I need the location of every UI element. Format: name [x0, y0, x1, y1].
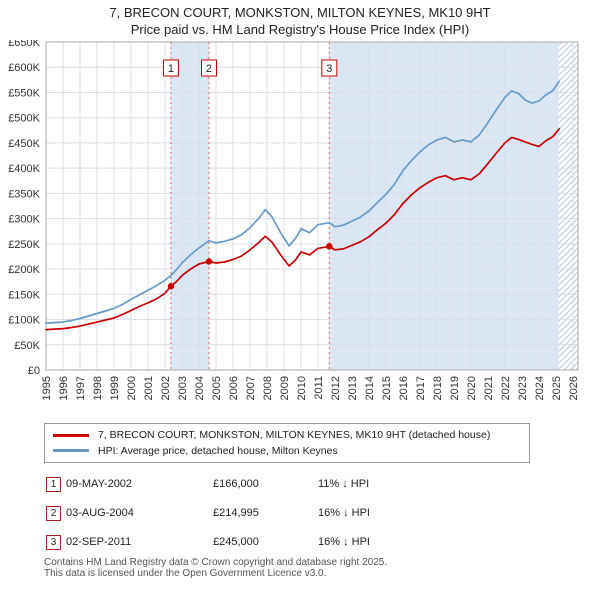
svg-text:£550K: £550K — [8, 87, 40, 99]
legend-item-hpi-label: HPI: Average price, detached house, Milt… — [98, 444, 338, 457]
svg-text:£100K: £100K — [8, 315, 40, 327]
sales-table: 1 09-MAY-2002 £166,000 11% ↓ HPI 2 03-AU… — [44, 477, 564, 553]
svg-text:2004: 2004 — [194, 376, 206, 400]
svg-text:2023: 2023 — [517, 376, 529, 400]
sale-row-2: 2 03-AUG-2004 £214,995 16% ↓ HPI — [44, 506, 564, 522]
svg-text:1998: 1998 — [92, 376, 104, 400]
svg-text:2002: 2002 — [160, 376, 172, 400]
svg-text:1999: 1999 — [109, 376, 121, 400]
svg-text:2015: 2015 — [381, 376, 393, 400]
sale-row-1: 1 09-MAY-2002 £166,000 11% ↓ HPI — [44, 477, 564, 493]
sale-markers — [167, 243, 333, 290]
svg-text:£450K: £450K — [8, 138, 40, 150]
sale-hpi-diff: 11% ↓ HPI — [318, 478, 370, 490]
ownership-bands — [170, 42, 559, 370]
future-hatch-region — [558, 42, 578, 370]
x-axis-labels: 1995 1996 1997 1998 1999 2000 2001 2002 2003 2004… — [41, 376, 580, 400]
svg-text:£400K: £400K — [8, 163, 40, 175]
chart-legend: 7, BRECON COURT, MONKSTON, MILTON KEYNES… — [44, 423, 530, 463]
svg-text:2013: 2013 — [347, 376, 359, 400]
svg-text:2017: 2017 — [415, 376, 427, 400]
svg-text:£500K: £500K — [8, 113, 40, 125]
svg-text:£50K: £50K — [14, 340, 40, 352]
svg-text:1: 1 — [168, 63, 174, 75]
svg-text:2010: 2010 — [296, 376, 308, 400]
sale-hpi-diff: 16% ↓ HPI — [318, 536, 370, 548]
sale-date: 09-MAY-2002 — [66, 478, 133, 490]
plot-border — [45, 41, 579, 371]
page-title: 7, BRECON COURT, MONKSTON, MILTON KEYNES… — [109, 5, 491, 20]
svg-text:2009: 2009 — [279, 376, 291, 400]
svg-text:1995: 1995 — [41, 376, 53, 400]
sale-number-badge: 2 — [46, 506, 61, 521]
svg-text:2024: 2024 — [534, 376, 546, 400]
svg-text:1996: 1996 — [58, 376, 70, 400]
legend-item-property: 7, BRECON COURT, MONKSTON, MILTON KEYNES… — [53, 429, 521, 441]
footer-licence-line2: This data is licensed under the Open Gov… — [44, 568, 327, 579]
svg-text:2: 2 — [206, 63, 212, 75]
svg-text:2005: 2005 — [211, 376, 223, 400]
svg-text:2000: 2000 — [126, 376, 138, 400]
sale-number-flags: 1 2 3 — [162, 59, 338, 77]
svg-text:2014: 2014 — [364, 376, 376, 400]
svg-text:2012: 2012 — [330, 376, 342, 400]
svg-text:£350K: £350K — [8, 188, 40, 200]
svg-text:2008: 2008 — [262, 376, 274, 400]
hpi-line-swatch — [53, 449, 89, 453]
svg-text:£650K: £650K — [8, 40, 40, 49]
property-line-swatch — [53, 433, 89, 437]
svg-text:£0: £0 — [28, 365, 40, 377]
sale-hpi-diff: 16% ↓ HPI — [318, 507, 370, 519]
legend-item-property-label: 7, BRECON COURT, MONKSTON, MILTON KEYNES… — [98, 429, 491, 442]
sale-date: 02-SEP-2011 — [66, 536, 132, 548]
page-subtitle: Price paid vs. HM Land Registry's House … — [130, 22, 470, 37]
sale-date: 03-AUG-2004 — [66, 507, 134, 519]
svg-text:2007: 2007 — [245, 376, 257, 400]
sale-price: £214,995 — [213, 507, 259, 519]
svg-text:2018: 2018 — [432, 376, 444, 400]
footer-copyright-line1: Contains HM Land Registry data © Crown c… — [44, 557, 388, 568]
legend-item-hpi: HPI: Average price, detached house, Milt… — [53, 445, 521, 457]
svg-text:£200K: £200K — [8, 264, 40, 276]
svg-text:£150K: £150K — [8, 289, 40, 301]
price-chart: 1 2 3£0£50K£100K£150K£200K£250K£300K£350K£… — [8, 40, 580, 400]
sale-price: £166,000 — [213, 478, 259, 490]
sale-number-badge: 3 — [46, 535, 61, 550]
svg-text:2026: 2026 — [568, 376, 580, 400]
grid — [45, 41, 578, 371]
svg-text:3: 3 — [326, 63, 332, 75]
svg-text:2021: 2021 — [483, 376, 495, 400]
sale-number-badge: 1 — [46, 477, 61, 492]
sale-row-3: 3 02-SEP-2011 £245,000 16% ↓ HPI — [44, 535, 564, 551]
svg-text:2006: 2006 — [228, 376, 240, 400]
svg-text:£300K: £300K — [8, 214, 40, 226]
svg-text:2016: 2016 — [398, 376, 410, 400]
sale-price: £245,000 — [213, 536, 259, 548]
svg-text:£600K: £600K — [8, 62, 40, 74]
svg-text:2011: 2011 — [313, 376, 325, 400]
svg-text:2019: 2019 — [449, 376, 461, 400]
svg-text:2003: 2003 — [177, 376, 189, 400]
svg-text:2022: 2022 — [500, 376, 512, 400]
svg-text:1997: 1997 — [75, 376, 87, 400]
hpi-line — [45, 80, 561, 324]
y-axis-labels: £0 £50K £100K £150K £200K £250K £300K £350K £400… — [8, 40, 40, 377]
svg-text:2025: 2025 — [551, 376, 563, 400]
svg-text:2001: 2001 — [143, 376, 155, 400]
property-price-line — [45, 127, 561, 331]
svg-text:2020: 2020 — [466, 376, 478, 400]
svg-text:£250K: £250K — [8, 239, 40, 251]
